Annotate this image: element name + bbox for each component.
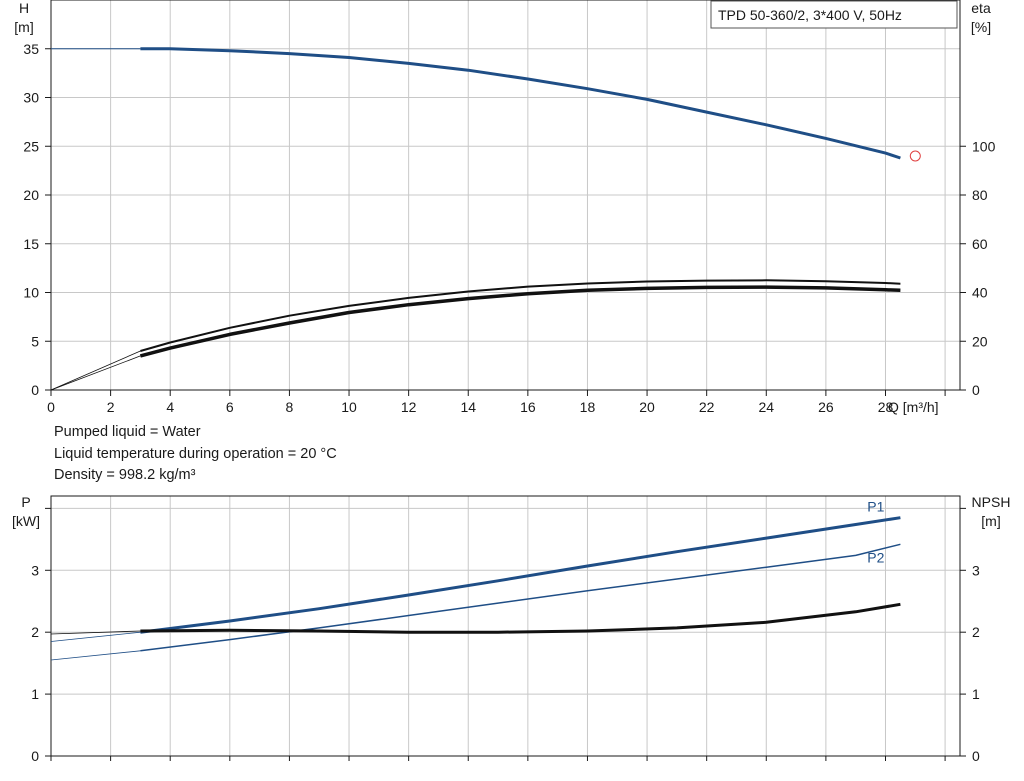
panel2-series-1-p2 (140, 543, 901, 652)
panel1-xlabel: Q [m³/h] (888, 399, 939, 415)
info-density: Density = 998.2 kg/m³ (54, 467, 196, 483)
panel1-ylabel-right-line-0: eta (971, 0, 991, 16)
panel1-ytick-label-15: 15 (23, 236, 39, 252)
panel1-xtick-label-26: 26 (818, 399, 834, 415)
panel2-ylabel-right-line-0: NPSH (972, 494, 1011, 510)
panel1-ytick-label-20: 20 (23, 187, 39, 203)
panel2-series-4 (50, 650, 141, 661)
panel1-xtick-label-12: 12 (401, 399, 417, 415)
panel2-series-3 (50, 631, 141, 642)
panel1-xtick-label-16: 16 (520, 399, 536, 415)
panel2-ytick-right-label-0: 0 (972, 748, 980, 764)
panel2-series-0-p1 (140, 516, 901, 634)
panel2-series-label-p1: P1 (867, 499, 884, 515)
panel1-xtick-label-10: 10 (341, 399, 357, 415)
panel2-frame (50, 495, 961, 757)
panel1-xtick-label-20: 20 (639, 399, 655, 415)
panel2-ytick-label-2: 2 (31, 624, 39, 640)
panel2-series-2 (140, 602, 901, 634)
panel2-series-5 (50, 630, 141, 635)
panel2-ylabel-line-0: P (21, 494, 30, 510)
panel1-xtick-label-4: 4 (166, 399, 174, 415)
panel1-xtick-label-6: 6 (226, 399, 234, 415)
panel1-xtick-label-14: 14 (460, 399, 476, 415)
panel1-xtick-label-22: 22 (699, 399, 715, 415)
info-liquid-temperature: Liquid temperature during operation = 20… (54, 446, 337, 462)
panel1-series-3 (139, 285, 901, 358)
panel1-ytick-right-label-60: 60 (972, 236, 988, 252)
panel1-series-4 (50, 350, 141, 391)
panel1-ytick-label-25: 25 (23, 138, 39, 154)
panel2-ytick-right-label-3: 3 (972, 562, 980, 578)
panel1-xtick-label-0: 0 (47, 399, 55, 415)
panel1-xtick-label-18: 18 (580, 399, 596, 415)
panel1-title-box (710, 0, 958, 29)
panel1-ytick-label-30: 30 (23, 90, 39, 106)
panel1-ytick-right-label-100: 100 (972, 138, 996, 154)
panel1-ytick-right-label-80: 80 (972, 187, 988, 203)
panel1-ytick-right-label-0: 0 (972, 382, 980, 398)
panel1-series-5 (50, 355, 141, 391)
panel1-duty-point-marker-0 (909, 150, 921, 162)
info-pumped-liquid: Pumped liquid = Water (54, 424, 201, 440)
panel1-xtick-label-2: 2 (107, 399, 115, 415)
panel1-series-0 (140, 47, 901, 160)
panel1-ytick-right-label-20: 20 (972, 333, 988, 349)
panel1-ylabel-right-line-1: [%] (971, 19, 991, 35)
panel1-ytick-label-10: 10 (23, 285, 39, 301)
panel1-ytick-label-0: 0 (31, 382, 39, 398)
panel1-series-2 (140, 279, 901, 352)
panel1-ylabel-line-0: H (19, 0, 29, 16)
panel2-ylabel-right-line-1: [m] (981, 513, 1000, 529)
panel1-ylabel-line-1: [m] (14, 19, 33, 35)
panel1-xtick-label-28: 28 (878, 399, 894, 415)
panel2-ytick-label-3: 3 (31, 562, 39, 578)
panel2-ylabel-line-1: [kW] (12, 513, 40, 529)
panel1-xtick-label-8: 8 (286, 399, 294, 415)
panel1-xtick-label-24: 24 (758, 399, 774, 415)
panel1-ytick-right-label-40: 40 (972, 285, 988, 301)
panel1-ytick-label-35: 35 (23, 41, 39, 57)
panel2-ytick-right-label-2: 2 (972, 624, 980, 640)
panel1-ytick-label-5: 5 (31, 333, 39, 349)
panel2-ytick-label-0: 0 (31, 748, 39, 764)
panel2-series-label-p2: P2 (867, 549, 884, 565)
panel2-ytick-label-1: 1 (31, 686, 39, 702)
panel2-ytick-right-label-1: 1 (972, 686, 980, 702)
panel1-title: TPD 50-360/2, 3*400 V, 50Hz (718, 7, 902, 23)
